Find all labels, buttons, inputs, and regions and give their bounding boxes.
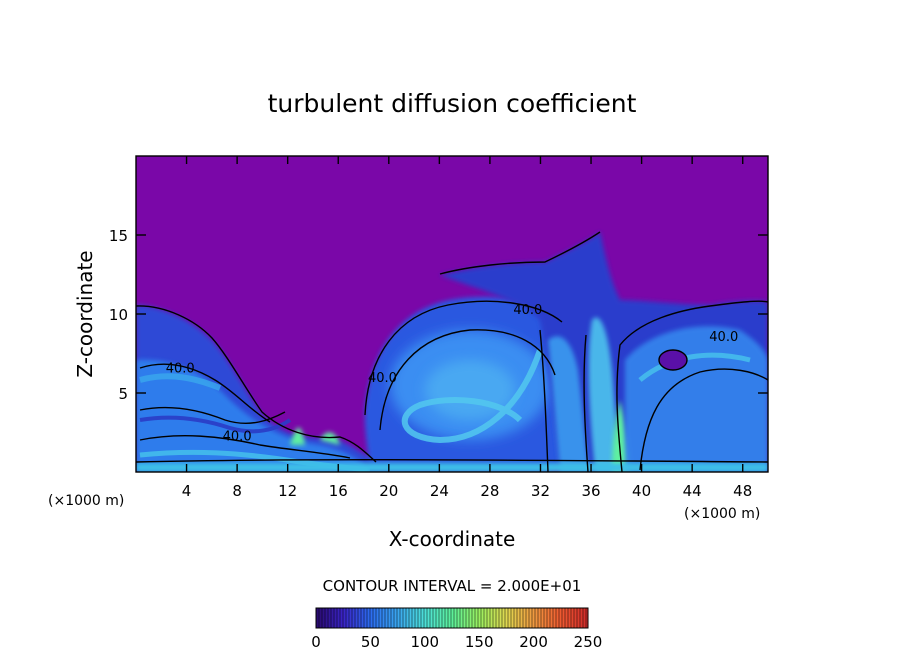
y-tick-label: 5 <box>118 385 128 403</box>
contour-label: 40.0 <box>368 371 397 386</box>
plot-area: 40.0 40.0 40.0 40.0 40.0 <box>136 156 768 472</box>
field-boundary-layer <box>136 463 768 472</box>
x-tick-label: 44 <box>683 482 702 500</box>
x-tick-label: 48 <box>733 482 752 500</box>
x-tick-label: 40 <box>632 482 651 500</box>
y-tick-label: 15 <box>109 227 128 245</box>
x-tick-label: 8 <box>232 482 242 500</box>
y-axis-label: Z-coordinate <box>73 250 97 377</box>
x-tick-label: 36 <box>581 482 600 500</box>
turbulence-field <box>136 232 768 472</box>
colorbar: 0 50 100 150 200 250 <box>311 607 603 651</box>
y-axis: 5 10 15 <box>109 227 768 403</box>
x-tick-label: 12 <box>278 482 297 500</box>
colorbar-tick-label: 250 <box>574 633 603 651</box>
x-axis: 4 8 12 16 20 24 28 32 36 40 44 48 <box>182 156 752 500</box>
field-streak-left-3 <box>139 415 292 434</box>
field-streak-left-1 <box>139 373 222 391</box>
x-tick-label: 32 <box>531 482 550 500</box>
field-region-right <box>625 326 768 472</box>
x-axis-label: X-coordinate <box>389 527 516 551</box>
colorbar-tick-label: 200 <box>519 633 548 651</box>
colorbar-tick-label: 100 <box>410 633 439 651</box>
colorbar-tick-label: 0 <box>311 633 321 651</box>
x-tick-label: 16 <box>329 482 348 500</box>
field-eddy-swirl <box>401 349 543 444</box>
contour-label: 40.0 <box>223 429 252 444</box>
x-units-right: (×1000 m) <box>684 506 760 522</box>
colorbar-frame <box>315 607 589 629</box>
contour-label-group: 40.0 40.0 40.0 40.0 40.0 <box>166 303 738 444</box>
contour-label: 40.0 <box>709 330 738 345</box>
contour-label: 40.0 <box>513 303 542 318</box>
x-tick-label: 28 <box>480 482 499 500</box>
field-column-2 <box>588 317 622 472</box>
field-dark-pocket <box>659 350 687 370</box>
x-units-left: (×1000 m) <box>48 493 124 509</box>
x-tick-label: 4 <box>182 482 192 500</box>
field-surface-peaks <box>290 427 340 445</box>
field-region-left-inner <box>136 359 372 472</box>
colorbar-tick-label: 150 <box>465 633 494 651</box>
chart-title: turbulent diffusion coefficient <box>268 89 637 118</box>
contour-interval-text: CONTOUR INTERVAL = 2.000E+01 <box>323 577 582 595</box>
colorbar-tick-label: 50 <box>361 633 380 651</box>
contour-label: 40.0 <box>166 361 195 376</box>
y-tick-label: 10 <box>109 306 128 324</box>
field-streak-right <box>638 352 751 382</box>
field-column-1 <box>548 336 590 472</box>
contour-lines <box>136 231 768 472</box>
x-tick-label: 20 <box>379 482 398 500</box>
x-tick-label: 24 <box>430 482 449 500</box>
